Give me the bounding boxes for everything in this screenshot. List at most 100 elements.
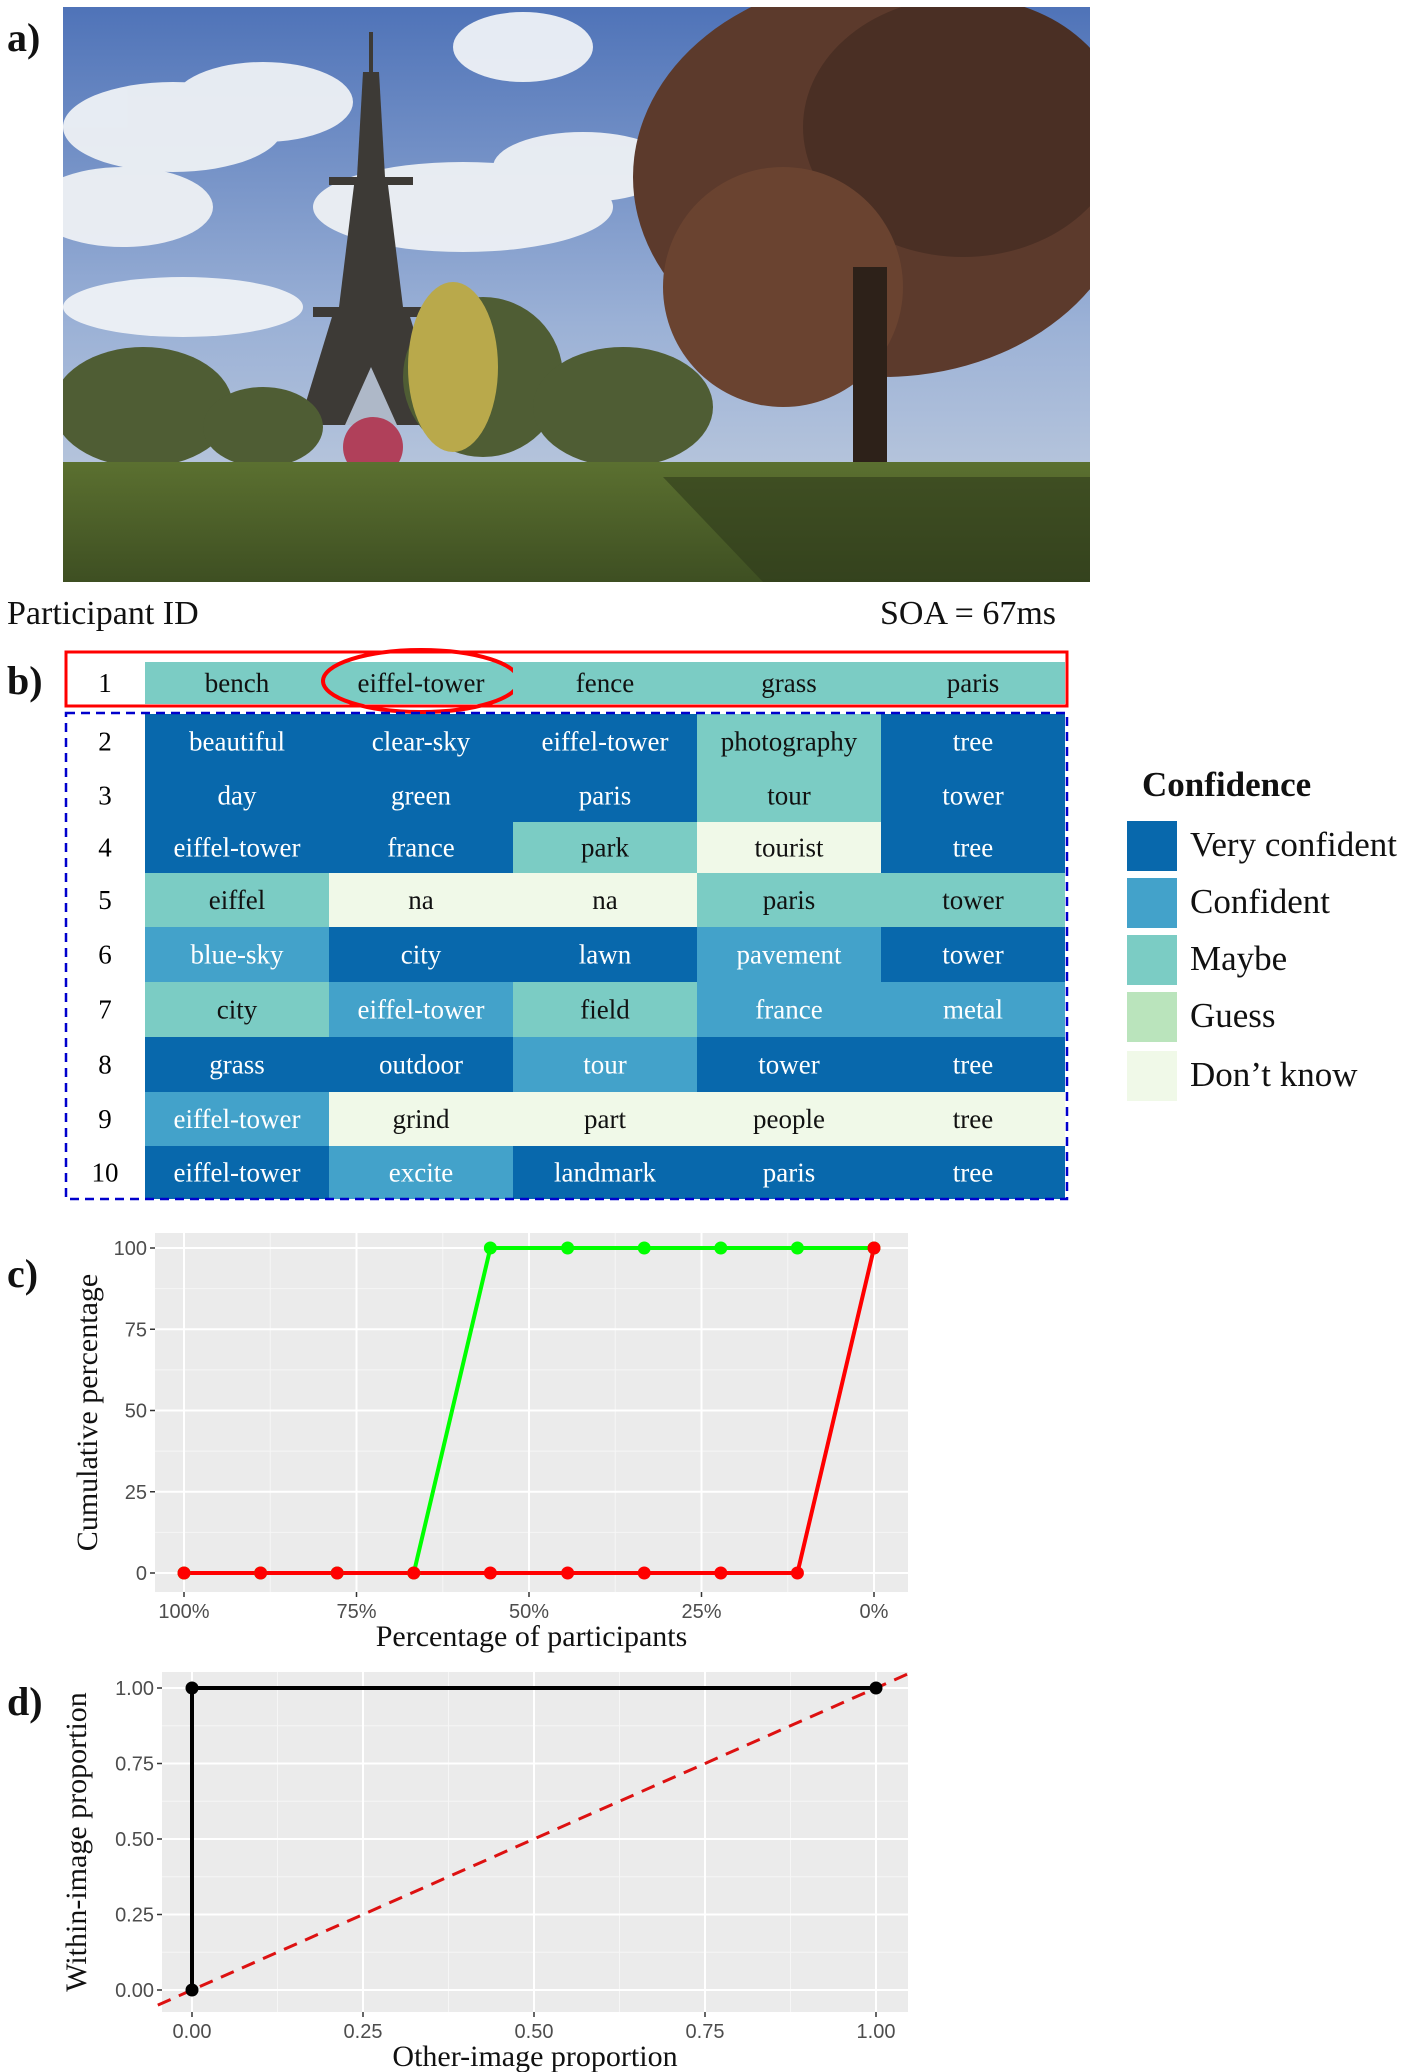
participant-id: 2 [98,727,112,757]
legend-swatch [1127,935,1177,985]
x-tick-label: 0% [860,1601,889,1623]
data-point [407,1566,421,1580]
cell-word: paris [947,668,999,698]
cell-word: eiffel [209,885,265,915]
word-cell [329,873,513,927]
x-tick-label: 100% [158,1601,209,1623]
other-participants-box [64,711,1069,1201]
participant-id: 3 [98,781,112,811]
legend-swatch [1127,878,1177,928]
y-tick-label: 100 [114,1238,147,1260]
word-table: 1 bench eiffel-tower fence grass paris 2 beauti… [64,648,1069,1201]
cell-word: tour [767,781,811,811]
cell-word: photography [721,727,858,757]
word-cell [881,1146,1065,1199]
cell-word: france [755,995,822,1025]
data-point [330,1566,344,1580]
cell-word: green [391,781,451,811]
word-cell [513,1037,697,1092]
word-cell [329,927,513,982]
x-tick-label: 0.25 [344,2021,383,2043]
data-point [561,1241,575,1255]
panel-label-c: c) [7,1251,39,1296]
word-cell [145,873,329,927]
participant-id: 7 [98,995,112,1025]
participant-id: 1 [98,668,112,698]
word-cell [881,769,1065,822]
data-point [185,1681,199,1695]
cell-word: tourist [754,833,824,863]
cell-word: part [584,1104,626,1134]
cell-word: blue-sky [191,940,284,970]
legend-label: Confident [1190,882,1330,921]
data-point [869,1681,883,1695]
cell-word: city [217,995,258,1025]
participant-id: 6 [98,940,112,970]
cell-word: tree [953,1050,993,1080]
cell-word: grass [761,668,817,698]
data-point [561,1566,575,1580]
word-cell [329,1146,513,1199]
y-tick-label: 75 [125,1319,147,1341]
y-tick-label: 25 [125,1482,147,1504]
word-cell [145,822,329,873]
eiffel-tower-photo [63,7,1090,582]
legend-swatch [1127,821,1177,871]
cell-word: paris [579,781,631,811]
cell-word: eiffel-tower [174,833,301,863]
cell-word: tree [953,833,993,863]
data-point [714,1566,728,1580]
cell-word: tower [942,781,1003,811]
word-cell [145,1037,329,1092]
cell-word: people [753,1104,825,1134]
cell-word: tree [953,1104,993,1134]
word-cell [329,662,513,704]
y-tick-label: 50 [125,1401,147,1423]
series-line [184,1247,876,1575]
word-cell [145,1146,329,1199]
data-point [254,1566,268,1580]
data-point [185,1983,199,1997]
data-point [483,1241,497,1255]
x-tick-label: 0.00 [173,2021,212,2043]
word-cell [697,662,881,704]
panel-label-a: a) [7,15,41,60]
word-cell [145,982,329,1037]
participant-id: 4 [98,833,112,863]
word-cell [513,1146,697,1199]
cell-word: excite [389,1158,453,1188]
word-cell [329,822,513,873]
legend-swatch [1127,1051,1177,1101]
cell-word: grind [393,1104,450,1134]
word-cell [513,873,697,927]
legend-item: Confident [1127,878,1417,928]
cell-word: clear-sky [372,727,471,757]
plot-panel [155,1233,908,1592]
word-cell [145,769,329,822]
cell-word: tower [942,885,1003,915]
x-axis-title: Other-image proportion [392,2040,677,2072]
cell-word: france [387,833,454,863]
chart-d: 0.00 0.25 0.50 0.75 1.00 0.00 0.25 0.50 0.75 1.00… [60,1671,911,2072]
legend-label: Very confident [1190,825,1398,864]
cell-word: outdoor [379,1050,463,1080]
cell-word: tower [942,940,1003,970]
chart-c: 100% 75% 50% 25% 0% 0 25 50 75 100 Percentage of p… [71,1233,908,1653]
cell-word: tour [583,1050,627,1080]
panel-label-b: b) [7,658,43,703]
cell-word: metal [943,995,1003,1025]
word-cell [697,873,881,927]
y-axis-title: Within-image proportion [60,1692,93,1992]
word-cell [513,769,697,822]
cell-word: na [408,885,434,915]
cell-word: lawn [579,940,632,970]
cell-word: eiffel-tower [174,1158,301,1188]
cell-word: day [218,781,257,811]
y-tick-label: 0.75 [115,1754,154,1776]
legend-item: Don’t know [1127,1051,1417,1101]
legend-title: Confidence [1142,765,1312,804]
x-tick-label: 50% [509,1601,549,1623]
panel-label-d: d) [7,1679,43,1724]
x-tick-label: 1.00 [857,2021,896,2043]
